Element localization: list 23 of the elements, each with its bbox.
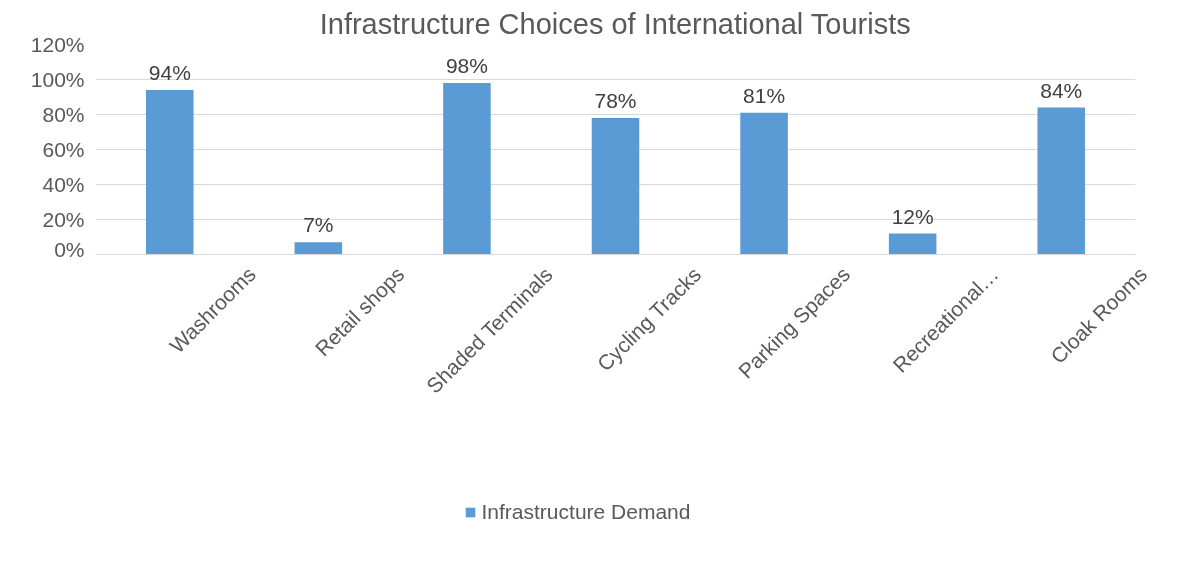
y-tick-label: 100% bbox=[30, 68, 85, 91]
data-label: 81% bbox=[743, 83, 786, 107]
y-tick-label: 80% bbox=[42, 103, 85, 126]
y-tick-label: 60% bbox=[42, 138, 85, 161]
bar bbox=[591, 118, 640, 255]
legend-label: Infrastructure Demand bbox=[481, 500, 691, 524]
data-label: 78% bbox=[594, 89, 637, 112]
data-label: 84% bbox=[1040, 78, 1083, 102]
y-tick-label: 40% bbox=[42, 173, 85, 196]
bar bbox=[443, 83, 491, 255]
bar bbox=[888, 233, 937, 255]
y-tick-label: 0% bbox=[54, 237, 85, 261]
data-label: 12% bbox=[891, 204, 934, 228]
bar bbox=[294, 242, 343, 255]
bar bbox=[740, 112, 788, 255]
chart-title: Infrastructure Choices of International Tourists bbox=[319, 7, 911, 40]
data-label: 98% bbox=[445, 54, 488, 77]
data-label: 94% bbox=[148, 61, 191, 84]
data-label: 7% bbox=[303, 213, 334, 237]
y-tick-label: 20% bbox=[42, 208, 85, 231]
y-tick-label: 120% bbox=[30, 33, 85, 56]
bar bbox=[1037, 107, 1085, 255]
bar bbox=[146, 90, 194, 255]
